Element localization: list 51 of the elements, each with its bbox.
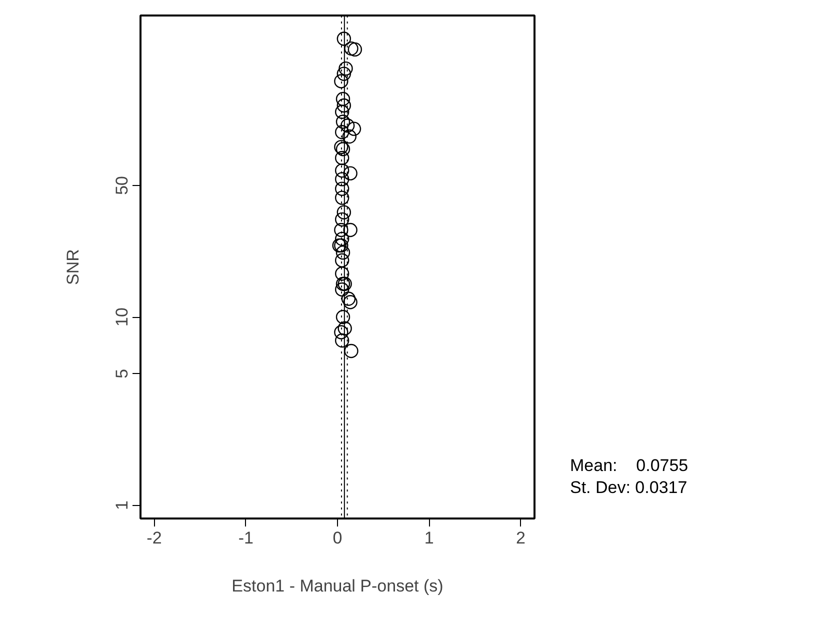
- point: [334, 150, 350, 166]
- point: [341, 292, 356, 306]
- point: [344, 344, 358, 358]
- point: [334, 125, 350, 140]
- point: [336, 66, 352, 81]
- x-tick-label: -2: [146, 528, 162, 548]
- x-tick-label: 2: [516, 528, 526, 548]
- point: [334, 74, 348, 88]
- point: [334, 266, 350, 281]
- point: [346, 122, 362, 136]
- y-tick-label: 5: [112, 368, 132, 378]
- x-tick-label: -1: [238, 528, 254, 548]
- point: [334, 212, 350, 227]
- point: [336, 245, 350, 260]
- point: [334, 182, 350, 196]
- point: [338, 321, 352, 336]
- point: [343, 166, 358, 180]
- y-axis-title: SNR: [64, 249, 82, 285]
- x-tick-label: 1: [424, 528, 434, 548]
- point: [336, 92, 350, 106]
- point: [334, 222, 348, 238]
- point: [336, 142, 350, 156]
- point: [334, 253, 350, 268]
- point: [334, 140, 348, 154]
- point: [338, 61, 353, 76]
- point: [334, 232, 350, 246]
- point: [343, 295, 358, 310]
- y-tick-label: 10: [112, 308, 132, 326]
- point: [336, 32, 352, 46]
- point: [334, 325, 348, 340]
- point: [343, 222, 358, 238]
- y-tick-label: 1: [112, 500, 132, 510]
- x-axis-title: Eston1 - Manual P-onset (s): [232, 576, 444, 596]
- point: [334, 104, 350, 119]
- point: [334, 190, 350, 205]
- point: [334, 163, 350, 178]
- point: [342, 129, 357, 144]
- point: [340, 118, 355, 133]
- point: [348, 42, 362, 57]
- point: [334, 172, 350, 186]
- x-tick-label: 0: [332, 528, 342, 548]
- point: [344, 41, 358, 56]
- point: [334, 282, 350, 297]
- point: [336, 114, 350, 129]
- point: [336, 98, 352, 113]
- point: [336, 310, 350, 324]
- text: Mean: 0.0755: [570, 455, 688, 477]
- y-tick-label: 50: [112, 176, 132, 195]
- point: [334, 333, 350, 348]
- point: [336, 205, 352, 220]
- text: St. Dev: 0.0317: [570, 477, 688, 499]
